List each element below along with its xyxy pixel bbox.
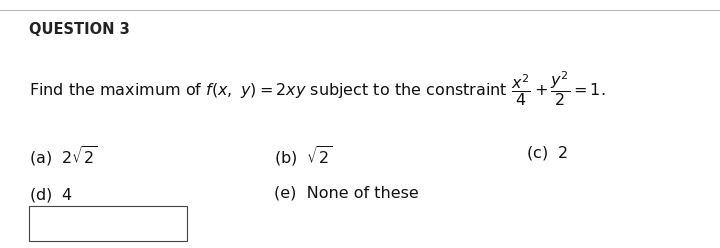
Text: (d)  $4$: (d) $4$	[29, 186, 73, 204]
Text: (a)  $2\sqrt{2}$: (a) $2\sqrt{2}$	[29, 144, 97, 168]
Text: (e)  None of these: (e) None of these	[274, 186, 418, 201]
Text: Find the maximum of $f(x,\ y) = 2xy$ subject to the constraint $\dfrac{x^2}{4} +: Find the maximum of $f(x,\ y) = 2xy$ sub…	[29, 69, 606, 108]
Text: QUESTION 3: QUESTION 3	[29, 22, 130, 37]
FancyBboxPatch shape	[29, 206, 187, 241]
Text: (c)  $2$: (c) $2$	[526, 144, 567, 162]
Text: (b)  $\sqrt{2}$: (b) $\sqrt{2}$	[274, 144, 332, 168]
